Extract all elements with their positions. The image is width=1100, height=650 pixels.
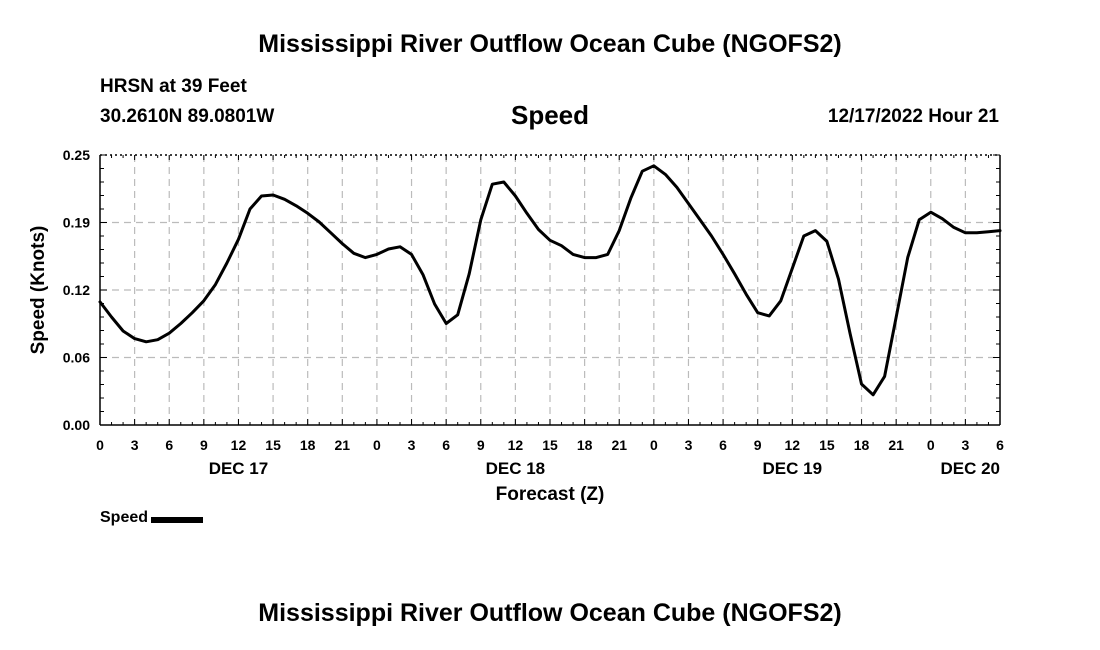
chart-title: Speed bbox=[510, 100, 590, 130]
x-tick-label: 18 bbox=[300, 437, 316, 453]
x-tick-label: 0 bbox=[373, 437, 381, 453]
x-tick-label: 0 bbox=[927, 437, 935, 453]
legend-swatch bbox=[151, 516, 204, 523]
x-tick-label: 18 bbox=[854, 437, 870, 453]
x-tick-label: 3 bbox=[961, 437, 969, 453]
y-tick-label: 0.25 bbox=[63, 147, 90, 163]
x-tick-label: 18 bbox=[577, 437, 593, 453]
x-day-label: DEC 19 bbox=[763, 459, 823, 478]
y-axis-label: Speed (Knots) bbox=[28, 226, 49, 355]
x-tick-label: 6 bbox=[442, 437, 450, 453]
x-tick-label: 9 bbox=[477, 437, 485, 453]
x-tick-label: 6 bbox=[996, 437, 1004, 453]
x-day-label: DEC 17 bbox=[209, 459, 269, 478]
x-tick-label: 9 bbox=[754, 437, 762, 453]
x-tick-label: 12 bbox=[785, 437, 801, 453]
x-tick-label: 6 bbox=[165, 437, 173, 453]
legend: Speed bbox=[100, 509, 204, 527]
y-tick-label: 0.06 bbox=[63, 350, 90, 366]
x-tick-label: 3 bbox=[408, 437, 416, 453]
speed-series-line bbox=[98, 164, 1002, 397]
x-tick-label: 12 bbox=[231, 437, 247, 453]
x-tick-label: 15 bbox=[819, 437, 835, 453]
x-tick-label: 3 bbox=[685, 437, 693, 453]
x-tick-label: 12 bbox=[508, 437, 524, 453]
x-axis-label: Forecast (Z) bbox=[496, 484, 605, 505]
x-tick-label: 9 bbox=[200, 437, 208, 453]
y-tick-label: 0.00 bbox=[63, 417, 90, 433]
main-title: Mississippi River Outflow Ocean Cube (NG… bbox=[258, 30, 842, 58]
footer-title: Mississippi River Outflow Ocean Cube (NG… bbox=[258, 599, 842, 627]
axes: 0.00 0.06 0.12 0.19 0.25 0 3 6 9 12 15 18 21 0 3 6 9 12 15… bbox=[63, 147, 1004, 478]
x-day-label: DEC 18 bbox=[486, 459, 546, 478]
x-tick-label: 0 bbox=[650, 437, 658, 453]
series-layer bbox=[98, 164, 1002, 397]
legend-label: Speed bbox=[100, 509, 149, 526]
station-coordinates: 30.2610N 89.0801W bbox=[100, 106, 275, 127]
grid bbox=[100, 155, 1000, 425]
x-tick-label: 21 bbox=[335, 437, 351, 453]
x-tick-label: 0 bbox=[96, 437, 104, 453]
x-tick-label: 21 bbox=[611, 437, 627, 453]
forecast-datetime: 12/17/2022 Hour 21 bbox=[827, 106, 999, 127]
x-tick-label: 21 bbox=[888, 437, 904, 453]
station-label: HRSN at 39 Feet bbox=[100, 76, 247, 97]
y-tick-label: 0.19 bbox=[63, 215, 90, 231]
x-tick-label: 3 bbox=[131, 437, 139, 453]
x-tick-label: 15 bbox=[542, 437, 558, 453]
x-tick-label: 6 bbox=[719, 437, 727, 453]
speed-chart: 0.00 0.06 0.12 0.19 0.25 0 3 6 9 12 15 18 21 0 3 6 9 12 15… bbox=[28, 147, 1004, 505]
y-tick-label: 0.12 bbox=[63, 282, 90, 298]
x-tick-label: 15 bbox=[265, 437, 281, 453]
x-day-label: DEC 20 bbox=[940, 459, 1000, 478]
